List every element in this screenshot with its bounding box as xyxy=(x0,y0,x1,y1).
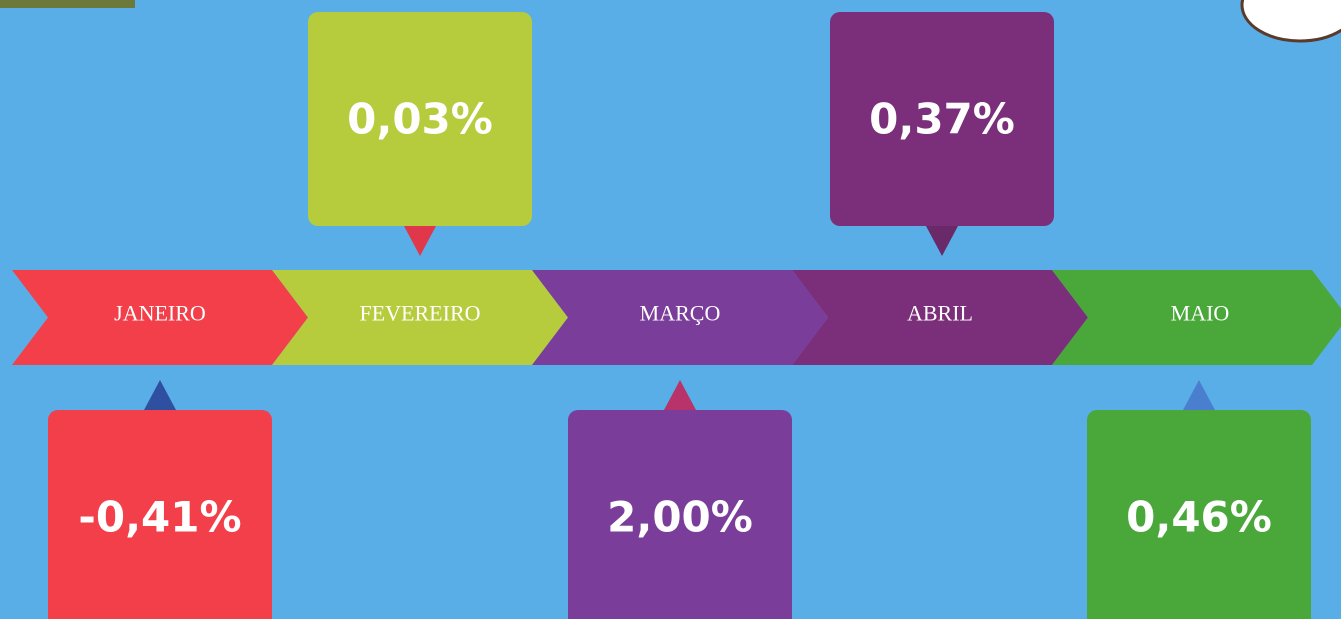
box-pointer xyxy=(664,380,696,410)
value-boxes: -0,41% 0,03% 2,00% 0,37% 0,46% xyxy=(48,12,1311,619)
arrow-segment xyxy=(12,270,308,365)
value-text: 0,46% xyxy=(1126,493,1272,542)
value-text: -0,41% xyxy=(78,493,241,542)
arrow-segment xyxy=(272,270,568,365)
corner-decoration xyxy=(0,0,135,8)
value-text: 2,00% xyxy=(607,493,753,542)
corner-decoration xyxy=(1240,0,1341,43)
arrow-segment xyxy=(532,270,828,365)
month-label: MARÇO xyxy=(640,301,721,326)
arrow-segment xyxy=(1052,270,1341,365)
box-pointer xyxy=(926,226,958,256)
value-box xyxy=(830,12,1054,226)
box-pointer xyxy=(1183,380,1215,410)
value-text: 0,37% xyxy=(869,95,1015,144)
box-pointer xyxy=(144,380,176,410)
arrow-band: JANEIRO FEVEREIRO MARÇO ABRIL MAIO xyxy=(12,270,1341,365)
month-label: ABRIL xyxy=(907,301,973,326)
month-label: JANEIRO xyxy=(114,301,206,326)
value-box xyxy=(1087,410,1311,619)
month-label: MAIO xyxy=(1171,301,1230,326)
value-text: 0,03% xyxy=(347,95,493,144)
value-box xyxy=(308,12,532,226)
arrow-segment xyxy=(792,270,1088,365)
value-box xyxy=(568,410,792,619)
month-label: FEVEREIRO xyxy=(360,301,481,326)
box-pointer xyxy=(404,226,436,256)
value-box xyxy=(48,410,272,619)
